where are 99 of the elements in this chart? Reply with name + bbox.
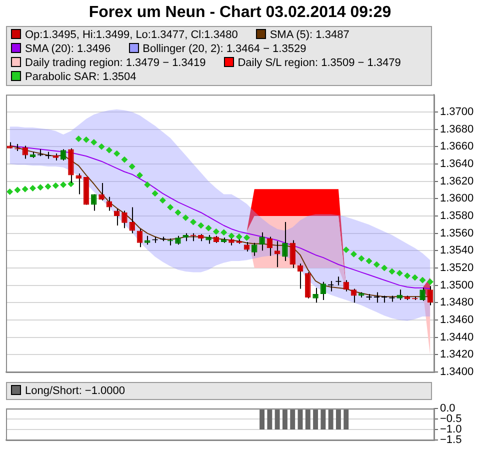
y-tick-label: 1.3600 <box>440 192 474 205</box>
point <box>52 182 59 189</box>
chart-title: Forex um Neun - Chart 03.02.2014 09:29 <box>88 3 392 23</box>
y-tick-label: 1.3660 <box>440 140 474 153</box>
candlestick <box>290 240 296 268</box>
point <box>167 204 174 211</box>
point <box>37 184 44 191</box>
candlestick <box>420 287 426 302</box>
point <box>244 234 250 241</box>
point <box>30 184 36 192</box>
candlestick <box>305 272 311 299</box>
point <box>174 209 182 216</box>
y-tick-label: 0.0 <box>440 402 456 415</box>
point <box>83 136 90 143</box>
candlestick <box>244 241 250 252</box>
point <box>366 258 372 264</box>
y-tick-label: 1.3440 <box>440 331 474 344</box>
point <box>128 163 136 170</box>
candlestick <box>76 172 82 195</box>
candlestick <box>297 263 304 290</box>
point <box>44 183 52 190</box>
candlestick <box>122 210 128 229</box>
legend-label: Daily S/L region: 1.3509 − 1.3479 <box>238 57 401 69</box>
point <box>373 261 380 268</box>
y-tick-label: 1.3700 <box>440 106 474 118</box>
candlestick <box>312 287 318 304</box>
legend-label: SMA (5): 1.3487 <box>270 29 350 41</box>
y-tick-label: 1.3520 <box>440 262 474 274</box>
point <box>412 274 418 281</box>
point <box>212 228 220 235</box>
point <box>106 146 112 154</box>
point <box>121 156 128 163</box>
legend-label: Op:1.3495, Hi:1.3499, Lo:1.3477, Cl:1.3480 <box>25 29 238 41</box>
point <box>220 229 228 236</box>
y-tick-label: 1.3540 <box>440 244 474 257</box>
point <box>114 150 120 157</box>
point <box>404 272 410 280</box>
candlestick <box>136 228 143 248</box>
candlestick <box>320 281 326 301</box>
y-tick-label: 1.3400 <box>440 366 474 378</box>
legend-label: Parabolic SAR: 1.3504 <box>25 71 136 83</box>
legend-label: Daily trading region: 1.3479 − 1.3419 <box>25 57 206 69</box>
candlestick <box>427 286 434 306</box>
candlestick <box>259 232 265 252</box>
y-tick-label: 1.3580 <box>440 210 474 222</box>
candlestick <box>60 148 66 161</box>
candlestick <box>252 242 258 256</box>
point <box>90 139 98 146</box>
y-tick-label: 1.3480 <box>440 296 474 309</box>
candlestick <box>274 240 280 268</box>
y-tick-label: −1.5 <box>440 434 462 446</box>
point <box>388 268 396 275</box>
y-tick-label: 1.3420 <box>440 348 474 361</box>
point <box>136 172 143 178</box>
y-tick-label: −0.5 <box>440 413 462 426</box>
point <box>396 270 403 276</box>
y-tick-label: 1.3500 <box>440 279 474 292</box>
point <box>419 276 426 284</box>
point <box>98 143 105 150</box>
point <box>22 186 28 192</box>
point <box>182 214 189 221</box>
point <box>342 246 350 254</box>
candlestick <box>266 236 273 256</box>
candlestick <box>129 206 135 234</box>
point <box>152 190 158 197</box>
candlestick <box>396 289 402 301</box>
candlestick <box>106 196 112 212</box>
candlestick <box>350 288 357 304</box>
point <box>159 197 166 204</box>
point <box>6 188 14 195</box>
y-tick-label: 1.3560 <box>440 227 474 240</box>
point <box>198 222 204 229</box>
point <box>228 232 235 240</box>
point <box>236 234 242 240</box>
point <box>68 180 74 188</box>
point <box>358 255 365 262</box>
y-tick-label: 1.3460 <box>440 314 474 326</box>
point <box>205 224 212 232</box>
y-tick-label: −1.0 <box>440 424 462 436</box>
point <box>190 218 196 226</box>
candlestick <box>91 194 97 212</box>
point <box>144 182 151 188</box>
candlestick <box>282 222 288 262</box>
point <box>75 136 82 142</box>
point <box>14 186 21 194</box>
candlestick <box>343 280 349 292</box>
legend-label: Bollinger (20, 2): 1.3464 − 1.3529 <box>142 43 306 55</box>
candlestick <box>98 182 104 201</box>
y-tick-label: 1.3640 <box>440 158 474 170</box>
candlestick <box>374 292 380 304</box>
y-tick-label: 1.3680 <box>440 123 474 136</box>
candlestick <box>22 145 28 160</box>
point <box>60 182 67 188</box>
point <box>350 250 357 258</box>
point <box>426 278 434 286</box>
legend-label: Long/Short: −1.0000 <box>25 385 125 397</box>
point <box>381 264 388 272</box>
y-tick-label: 1.3620 <box>440 175 474 188</box>
legend-label: SMA (20): 1.3496 <box>25 43 111 55</box>
